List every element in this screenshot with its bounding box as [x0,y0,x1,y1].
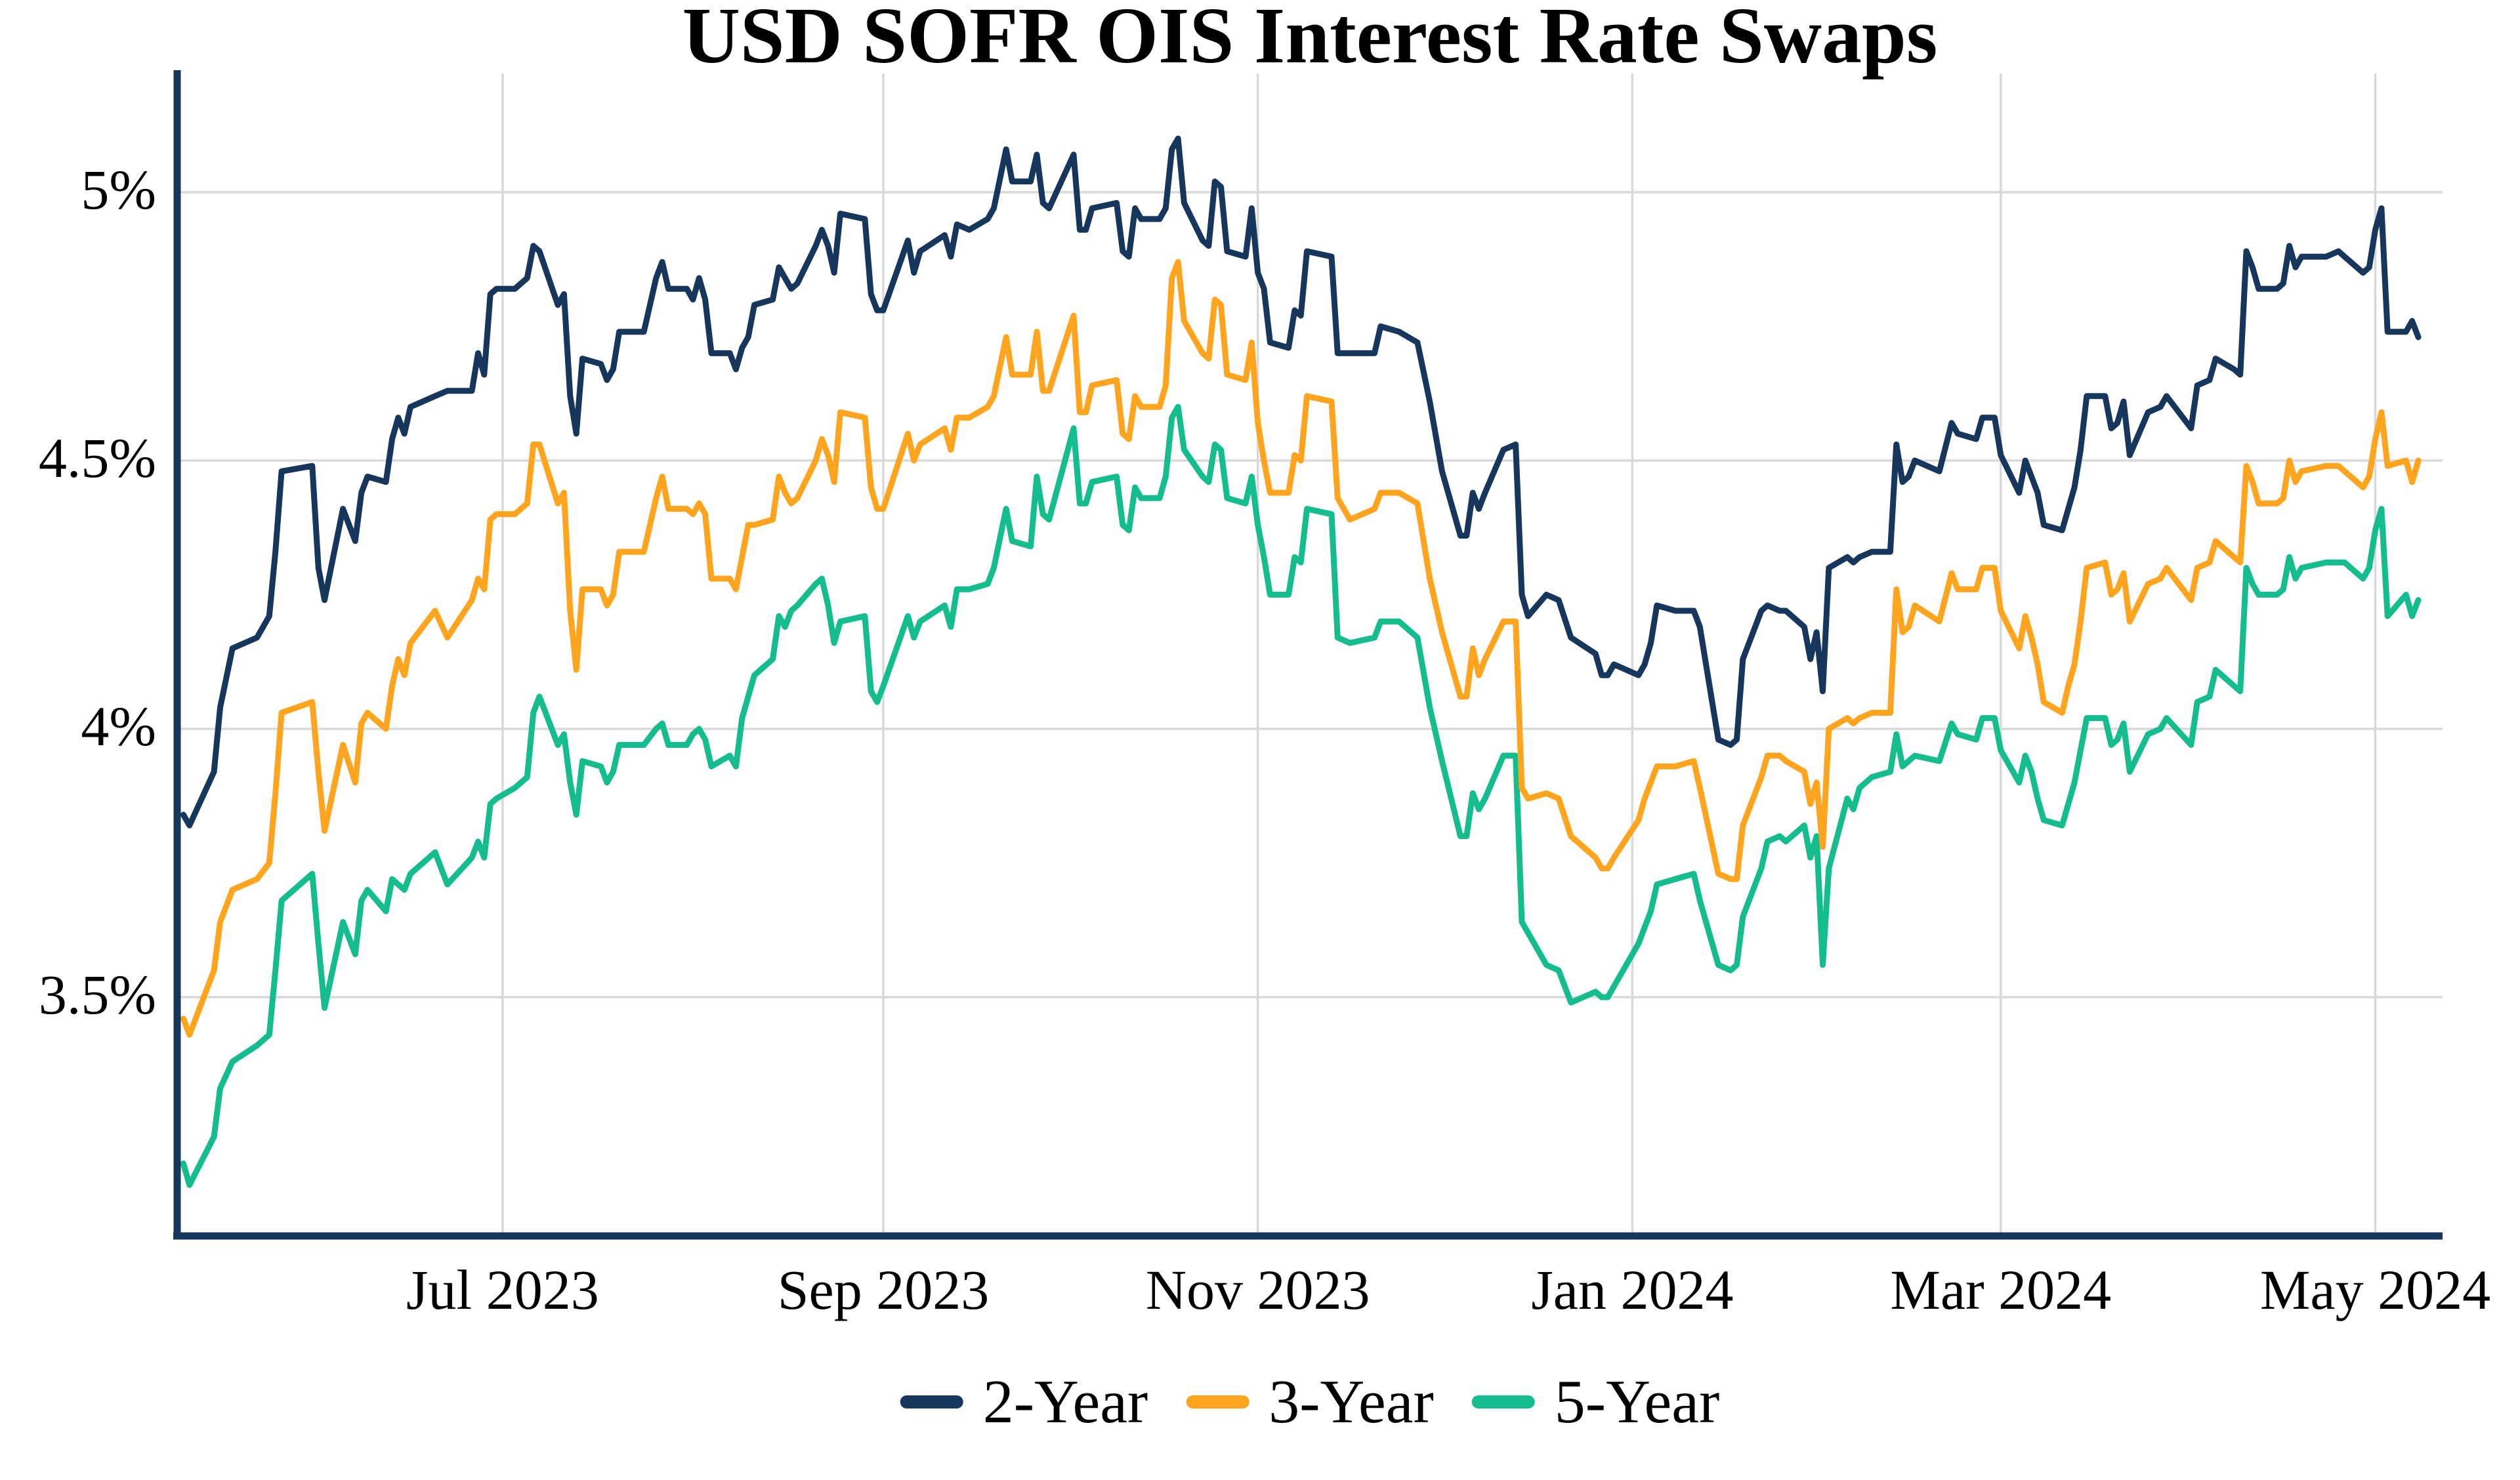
x-axis-label: Sep 2023 [777,1258,990,1321]
legend-label-5-year: 5-Year [1554,1368,1720,1436]
x-axis-label: Jan 2024 [1531,1258,1734,1321]
legend-item-5-year: 5-Year [1471,1368,1720,1436]
legend-label-3-year: 3-Year [1269,1368,1434,1436]
series-line-2-year [180,135,2422,829]
y-axis-label: 4% [81,695,156,758]
legend-item-2-year: 2-Year [900,1371,1148,1433]
legend-swatch-2-year [900,1395,963,1408]
legend-swatch-3-year [1186,1395,1250,1408]
x-axis-label: Nov 2023 [1145,1258,1370,1321]
legend-label-2-year: 2-Year [982,1368,1148,1436]
y-axis-label: 4.5% [38,426,156,489]
series-line-5-year [180,403,2422,1188]
legend-swatch-5-year [1471,1395,1535,1408]
chart-title: USD SOFR OIS Interest Rate Swaps [682,0,1938,80]
legend-item-3-year: 3-Year [1186,1371,1434,1433]
y-axis-label: 5% [81,158,156,221]
series-line-3-year [180,258,2422,1038]
x-axis-label: Jul 2023 [406,1258,599,1321]
x-axis-label: Mar 2024 [1890,1258,2112,1321]
y-axis-label: 3.5% [38,963,156,1026]
x-axis-label: May 2024 [2259,1258,2491,1321]
legend: 2-Year 3-Year 5-Year [900,1368,1720,1436]
